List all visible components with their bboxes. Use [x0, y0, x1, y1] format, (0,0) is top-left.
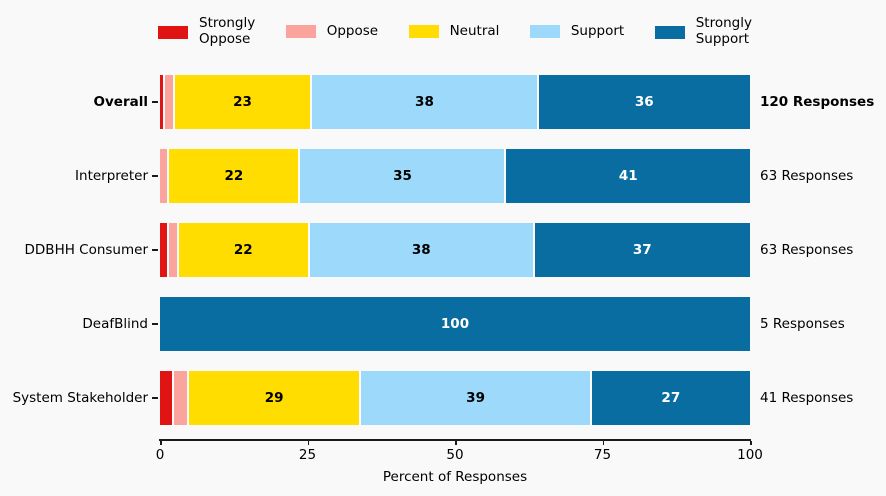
x-axis-title: Percent of Responses [382, 469, 528, 485]
x-axis-line [159, 439, 751, 441]
bar-segment-strongly-support: 36 [538, 75, 750, 129]
bar-segment-strongly-oppose [160, 75, 165, 129]
legend-item: Neutral [408, 23, 500, 40]
legend-label: Strongly Support [695, 15, 752, 47]
stacked-bar: 22 38 37 [160, 223, 750, 277]
strongly-support-swatch-icon [654, 25, 685, 39]
y-tick-mark [152, 175, 158, 177]
response-count-label: 63 Responses [760, 168, 854, 184]
bar-segment-strongly-oppose [160, 371, 175, 425]
response-count-label: 41 Responses [760, 390, 854, 406]
bar-segment-strongly-support: 100 [160, 297, 750, 351]
oppose-swatch-icon [285, 25, 316, 39]
x-tick-mark [307, 440, 310, 445]
response-count-label: 63 Responses [760, 242, 854, 258]
category-row: DeafBlind 100 5 Responses [0, 297, 886, 351]
bar-segment-support: 39 [361, 371, 592, 425]
category-label: DeafBlind [82, 316, 148, 332]
bar-segment-strongly-support: 41 [506, 149, 750, 203]
neutral-swatch-icon [408, 25, 439, 39]
legend-label: Neutral [449, 23, 500, 40]
x-tick-label: 100 [737, 447, 763, 463]
legend-item: Support [529, 23, 625, 40]
legend-label: Strongly Oppose [199, 15, 256, 47]
y-tick-mark [152, 397, 158, 399]
stacked-bar: 23 38 36 [160, 75, 750, 129]
bar-segment-value: 100 [440, 316, 470, 332]
bar-segment-strongly-support: 27 [591, 371, 750, 425]
category-label: Overall [93, 94, 148, 110]
bar-segment-neutral: 29 [188, 371, 362, 425]
bar-segment-oppose [160, 149, 170, 203]
bar-segment-value: 39 [466, 390, 485, 406]
bar-segment-support: 38 [309, 223, 535, 277]
x-tick-label: 25 [298, 447, 317, 463]
bar-segment-value: 27 [661, 390, 681, 406]
bar-segment-value: 35 [393, 168, 412, 184]
stacked-bar: 100 [160, 297, 750, 351]
bar-segment-support: 38 [312, 75, 539, 129]
support-swatch-icon [529, 25, 560, 39]
bar-segment-value: 36 [634, 94, 654, 110]
bar-segment-value: 38 [411, 242, 431, 258]
strongly-oppose-swatch-icon [158, 25, 188, 39]
x-tick-label: 50 [446, 447, 464, 463]
stacked-bar: 29 39 27 [160, 371, 750, 425]
legend-item: Strongly Oppose [158, 15, 256, 48]
x-tick-label: 0 [155, 447, 165, 463]
bar-segment-neutral: 23 [174, 75, 313, 129]
bar-segment-neutral: 22 [169, 149, 301, 203]
legend-label: Oppose [326, 23, 379, 40]
x-tick-mark [455, 440, 457, 445]
legend-label: Support [570, 23, 625, 40]
category-row: DDBHH Consumer 22 38 37 63 Responses [0, 223, 886, 277]
legend-item: Oppose [285, 23, 379, 40]
bar-segment-value: 22 [233, 242, 253, 258]
category-row: System Stakeholder 29 39 27 41 Responses [0, 371, 886, 425]
bar-segment-value: 37 [632, 242, 652, 258]
response-count-label: 5 Responses [760, 316, 845, 332]
bar-segment-value: 38 [415, 94, 434, 110]
stacked-bar: 22 35 41 [160, 149, 750, 203]
y-tick-mark [152, 101, 158, 103]
bar-segment-value: 22 [224, 168, 244, 184]
category-row: Overall 23 38 36 120 Responses [0, 75, 886, 129]
x-tick-label: 75 [593, 447, 612, 463]
legend: Strongly Oppose Oppose Neutral Support Stron… [158, 6, 752, 58]
category-label: System Stakeholder [12, 390, 148, 406]
x-tick-mark [160, 440, 162, 445]
bar-segment-strongly-oppose [160, 223, 170, 277]
bar-segment-value: 29 [264, 390, 284, 406]
category-label: DDBHH Consumer [24, 242, 148, 258]
category-row: Interpreter 22 35 41 63 Responses [0, 149, 886, 203]
bar-segment-oppose [169, 223, 179, 277]
bar-segment-strongly-support: 37 [534, 223, 750, 277]
bar-segment-oppose [164, 75, 175, 129]
response-count-label: 120 Responses [760, 94, 875, 110]
bar-segment-oppose [174, 371, 189, 425]
category-label: Interpreter [75, 168, 148, 184]
y-tick-mark [152, 323, 158, 325]
y-tick-mark [152, 249, 158, 251]
x-tick-mark [750, 440, 752, 445]
legend-item: Strongly Support [654, 15, 752, 48]
bar-segment-value: 23 [233, 94, 252, 110]
bar-segment-support: 35 [300, 149, 507, 203]
bar-segment-value: 41 [618, 168, 638, 184]
bar-segment-neutral: 22 [178, 223, 310, 277]
x-tick-mark [602, 440, 605, 445]
